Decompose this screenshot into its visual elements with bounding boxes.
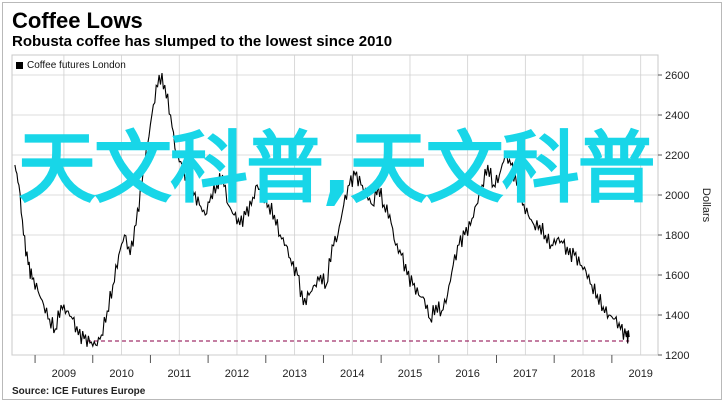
series-line-0	[14, 73, 630, 348]
x-tick-label: 2015	[398, 368, 422, 380]
x-tick-label: 2016	[455, 368, 479, 380]
chart-frame	[2, 2, 722, 400]
x-tick-label: 2014	[340, 368, 364, 380]
x-tick-label: 2012	[225, 368, 249, 380]
chart-title: Coffee Lows	[12, 8, 143, 33]
source-note: Source: ICE Futures Europe	[12, 386, 146, 397]
y-tick-label: 2000	[665, 190, 689, 202]
y-tick-label: 1400	[665, 310, 689, 322]
x-tick-label: 2018	[571, 368, 595, 380]
legend: Coffee futures London	[16, 60, 126, 71]
x-tick-label: 2019	[628, 368, 652, 380]
x-tick-label: 2013	[282, 368, 306, 380]
y-tick-label: 2600	[665, 70, 689, 82]
chart-subtitle: Robusta coffee has slumped to the lowest…	[12, 33, 393, 50]
y-axis-label: Dollars	[700, 188, 712, 223]
y-tick-label: 2200	[665, 150, 689, 162]
x-tick-label: 2017	[513, 368, 537, 380]
legend-label: Coffee futures London	[27, 60, 126, 71]
y-tick-label: 1200	[665, 350, 689, 362]
x-tick-label: 2011	[167, 368, 191, 380]
legend-swatch	[16, 62, 23, 69]
y-tick-label: 2400	[665, 110, 689, 122]
y-tick-label: 1800	[665, 230, 689, 242]
x-tick-label: 2010	[109, 368, 133, 380]
x-tick-label: 2009	[52, 368, 76, 380]
y-tick-label: 1600	[665, 270, 689, 282]
watermark-text: 天文科普,天文科普	[18, 124, 656, 214]
